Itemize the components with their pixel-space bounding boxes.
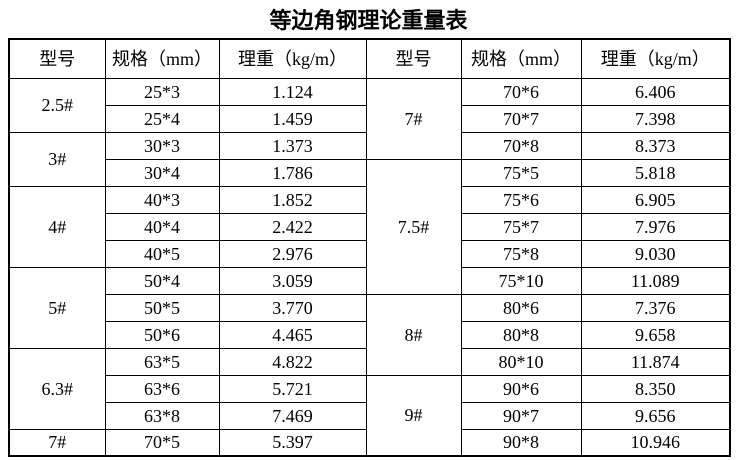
table-row: 5# 50*4 3.059 75*10 11.089: [8, 266, 731, 349]
table-row: 30*4 1.786 7.5# 75*5 5.818: [9, 158, 731, 295]
spec-cell-left: 50*4: [104, 266, 220, 295]
weight-cell-left: 5.721: [218, 374, 367, 403]
spec-cell-left: 40*4: [104, 212, 220, 241]
weight-table: 型号 规格（mm） 理重（kg/m） 型号 规格（mm） 理重（kg/m） 2.…: [8, 38, 731, 457]
weight-cell-right: 9.658: [580, 320, 731, 349]
spec-cell-right: 80*6: [460, 293, 582, 322]
weight-cell-right: 7.376: [580, 293, 731, 322]
spec-cell-left: 63*8: [104, 401, 220, 430]
weight-cell-left: 1.459: [218, 104, 367, 133]
col-header-spec-left: 规格（mm）: [104, 38, 220, 79]
col-header-spec-right: 规格（mm）: [460, 38, 582, 79]
weight-cell-left: 4.822: [218, 347, 367, 376]
table-row: 50*5 3.770 8# 80*6 7.376: [9, 293, 731, 376]
weight-cell-right: 7.976: [580, 212, 731, 241]
col-header-model-right: 型号: [365, 38, 462, 79]
spec-cell-right: 75*6: [460, 185, 582, 214]
spec-cell-right: 90*8: [460, 428, 582, 457]
table-row: 3# 30*3 1.373 70*8 8.373: [8, 131, 731, 187]
weight-cell-right: 9.656: [580, 401, 731, 430]
spec-cell-right: 75*5: [460, 158, 582, 187]
model-cell-left: 4#: [8, 185, 106, 268]
spec-cell-right: 80*8: [460, 320, 582, 349]
model-cell-right: 8#: [365, 293, 462, 376]
table-row: 25*4 1.459 70*7 7.398: [9, 104, 731, 133]
table-row: 50*6 4.465 80*8 9.658: [9, 320, 731, 349]
table-row: 40*5 2.976 75*8 9.030: [9, 239, 731, 268]
weight-cell-left: 3.059: [218, 266, 367, 295]
weight-cell-right: 11.874: [580, 347, 731, 376]
model-cell-right: 7#: [365, 77, 462, 160]
weight-table-body: 2.5# 25*3 1.124 7# 70*6 6.406 25*4 1.459 70*7 7.3…: [8, 77, 731, 457]
spec-cell-left: 40*5: [104, 239, 220, 268]
spec-cell-left: 63*6: [104, 374, 220, 403]
weight-cell-left: 1.786: [218, 158, 367, 187]
weight-cell-right: 9.030: [580, 239, 731, 268]
model-cell-left: 2.5#: [8, 77, 106, 133]
spec-cell-left: 50*5: [104, 293, 220, 322]
spec-cell-left: 63*5: [104, 347, 220, 376]
weight-cell-left: 1.124: [218, 77, 367, 106]
weight-cell-right: 8.350: [580, 374, 731, 403]
spec-cell-left: 40*3: [104, 185, 220, 214]
spec-cell-left: 50*6: [104, 320, 220, 349]
table-row: 7# 70*5 5.397 90*8 10.946: [8, 428, 731, 457]
spec-cell-right: 75*8: [460, 239, 582, 268]
table-row: 2.5# 25*3 1.124 7# 70*6 6.406: [8, 77, 731, 160]
weight-cell-right: 6.905: [580, 185, 731, 214]
spec-cell-right: 90*6: [460, 374, 582, 403]
weight-cell-left: 1.373: [218, 131, 367, 160]
spec-cell-right: 70*7: [460, 104, 582, 133]
header-row: 型号 规格（mm） 理重（kg/m） 型号 规格（mm） 理重（kg/m）: [8, 38, 731, 79]
model-cell-right: 7.5#: [365, 158, 462, 295]
spec-cell-right: 75*7: [460, 212, 582, 241]
spec-cell-left: 30*3: [104, 131, 220, 160]
spec-cell-right: 80*10: [460, 347, 582, 376]
spec-cell-left: 70*5: [104, 428, 220, 457]
weight-cell-left: 1.852: [218, 185, 367, 214]
weight-cell-right: 7.398: [580, 104, 731, 133]
col-header-model-left: 型号: [8, 38, 106, 79]
weight-cell-left: 7.469: [218, 401, 367, 430]
spec-cell-right: 70*6: [460, 77, 582, 106]
model-cell-left: 7#: [8, 428, 106, 457]
weight-cell-right: 8.373: [580, 131, 731, 160]
weight-cell-left: 2.976: [218, 239, 367, 268]
weight-cell-right: 10.946: [580, 428, 731, 457]
weight-cell-right: 5.818: [580, 158, 731, 187]
weight-cell-right: 6.406: [580, 77, 731, 106]
weight-cell-left: 3.770: [218, 293, 367, 322]
model-cell-left: 6.3#: [8, 347, 106, 430]
model-cell-left: 5#: [8, 266, 106, 349]
table-row: 63*6 5.721 9# 90*6 8.350: [9, 374, 731, 457]
spec-cell-right: 90*7: [460, 401, 582, 430]
spec-cell-left: 25*3: [104, 77, 220, 106]
weight-cell-left: 5.397: [218, 428, 367, 457]
col-header-weight-right: 理重（kg/m）: [580, 38, 731, 79]
spec-cell-left: 30*4: [104, 158, 220, 187]
spec-cell-left: 25*4: [104, 104, 220, 133]
page-title: 等边角钢理论重量表: [269, 8, 468, 33]
weight-cell-right: 11.089: [580, 266, 731, 295]
weight-cell-left: 2.422: [218, 212, 367, 241]
col-header-weight-left: 理重（kg/m）: [218, 38, 367, 79]
weight-cell-left: 4.465: [218, 320, 367, 349]
table-row: 40*4 2.422 75*7 7.976: [9, 212, 731, 241]
spec-cell-right: 75*10: [460, 266, 582, 295]
model-cell-left: 3#: [8, 131, 106, 187]
spec-cell-right: 70*8: [460, 131, 582, 160]
table-row: 4# 40*3 1.852 75*6 6.905: [8, 185, 731, 268]
model-cell-right: 9#: [365, 374, 462, 457]
